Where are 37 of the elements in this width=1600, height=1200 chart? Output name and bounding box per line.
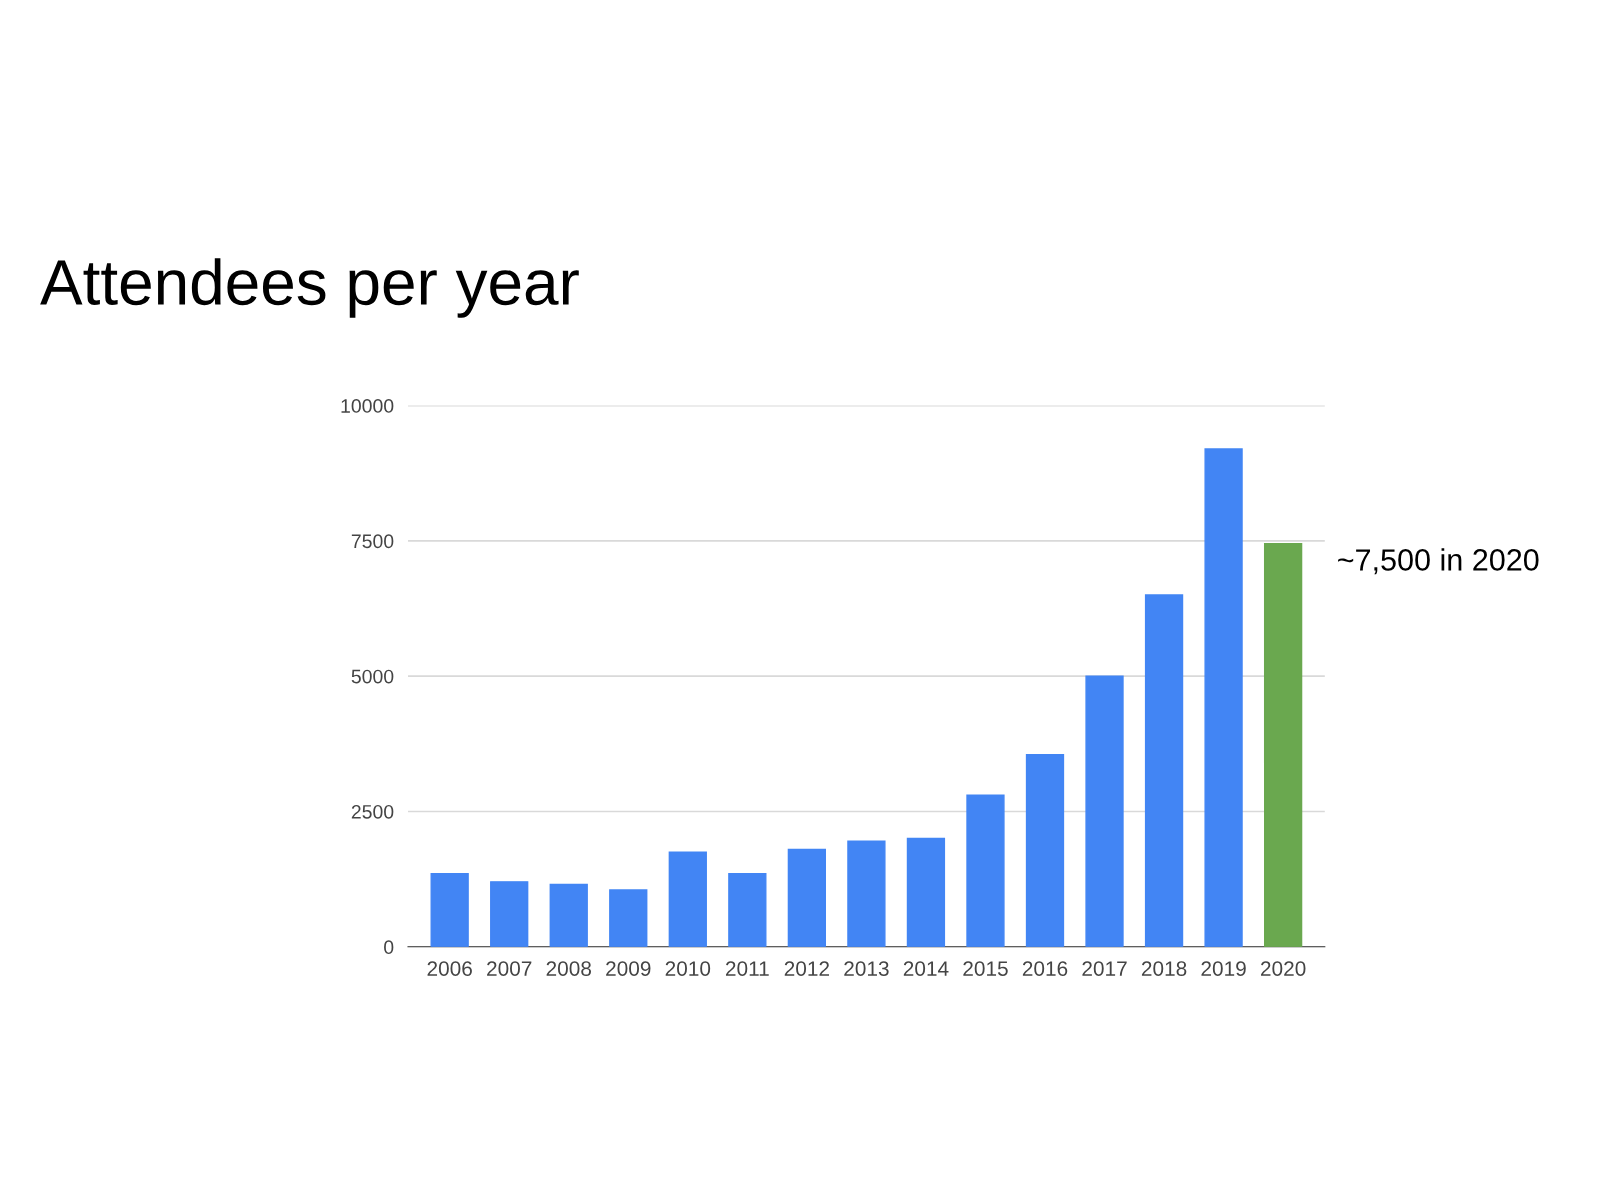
y-tick-label: 7500 [351,534,394,549]
x-tick-label: 2017 [1082,961,1127,976]
x-tick-label: 2015 [963,961,1008,976]
y-tick-label: 5000 [351,669,394,684]
y-tick-label: 2500 [351,804,394,819]
x-tick-label: 2016 [1022,961,1068,976]
x-tick-label: 2006 [427,961,472,976]
bar [787,848,827,947]
bar [1144,594,1184,947]
bar [1263,542,1303,947]
x-tick-label: 2020 [1261,961,1306,976]
chart-title: Attendees per year [40,258,579,318]
x-tick-label: 2012 [784,961,829,976]
x-tick-label: 2010 [665,961,711,976]
bar [728,873,767,947]
y-tick-label: 0 [384,940,394,955]
bar [906,837,946,947]
x-tick-label: 2011 [725,961,769,976]
bar [1025,753,1065,947]
x-tick-label: 2013 [844,961,889,976]
bar [609,889,648,947]
bar [430,873,469,947]
x-tick-label: 2009 [606,961,651,976]
x-tick-label: 2007 [487,961,532,976]
text: ~7,500 in 2020 [1338,548,1539,575]
bar [966,794,1005,947]
x-tick-label: 2019 [1201,961,1246,976]
x-tick-label: 2018 [1141,961,1187,976]
x-tick-label: 2014 [903,961,949,976]
bar [1085,675,1124,947]
bar [847,840,886,947]
x-tick-label: 2008 [546,961,592,976]
bar [490,881,529,947]
y-tick-label: 10000 [341,399,394,413]
bar [1204,448,1243,947]
bar [668,851,707,947]
bar [549,883,588,947]
